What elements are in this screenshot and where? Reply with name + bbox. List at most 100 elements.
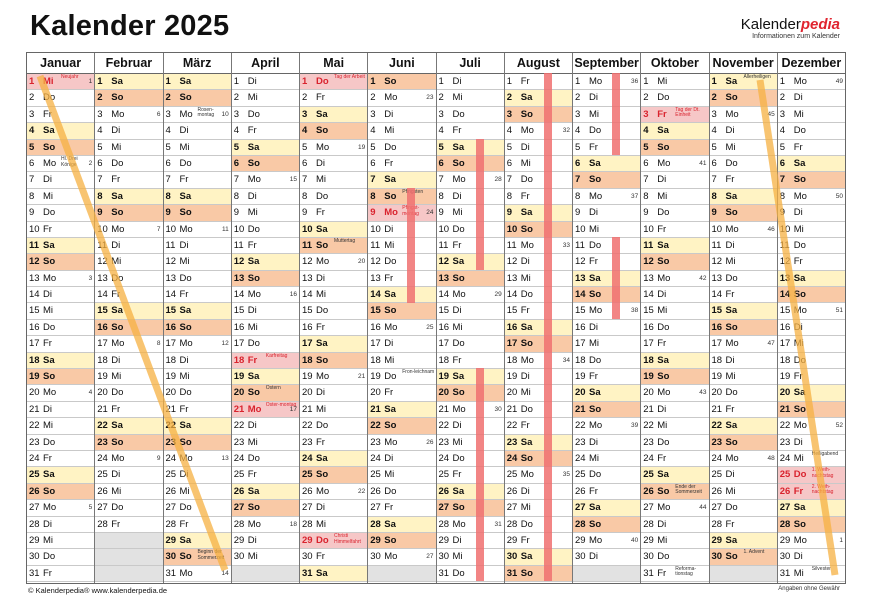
day-cell[interactable]: 14 Do [504,287,572,304]
day-cell[interactable]: 23 Fr [300,435,368,451]
day-cell[interactable]: 12 So [27,254,95,271]
day-cell[interactable]: 24 Mi Heiligabend [777,451,845,468]
day-cell[interactable]: 12 Mi [95,254,163,271]
day-cell[interactable]: 3 Mo 6 [95,107,163,124]
day-cell[interactable]: 22 Di [436,418,504,435]
day-cell[interactable]: 6 So [231,155,299,173]
day-cell[interactable]: 28 Mi [300,517,368,533]
day-cell[interactable]: 28 Fr [709,517,777,533]
day-cell[interactable]: 2 Mi [436,90,504,107]
day-cell[interactable]: 14 Di [641,287,709,304]
day-cell[interactable]: 28 Di [641,517,709,533]
day-cell[interactable]: 21 Di [27,402,95,419]
day-cell[interactable]: 1 So [368,74,436,91]
day-cell[interactable]: 2 So [95,90,163,107]
day-cell[interactable]: 30 Di [777,549,845,566]
day-cell[interactable]: 26 Fr [573,484,641,501]
day-cell[interactable]: 23 Di [573,435,641,451]
day-cell[interactable]: 16 Do [641,320,709,337]
day-cell[interactable]: 19 Di [504,369,572,386]
day-cell[interactable]: 4 Fr [436,123,504,140]
day-cell[interactable]: 9 Fr [300,205,368,222]
day-cell[interactable]: 30 Mi [231,549,299,566]
day-cell[interactable]: 6 Sa [573,155,641,173]
day-cell[interactable]: 26 Sa [436,483,504,501]
day-cell[interactable]: 6 Do [709,156,777,173]
day-cell[interactable]: 20 Do [709,385,777,402]
day-cell[interactable]: 26 Sa [231,483,299,501]
day-cell[interactable]: 25 Di [709,467,777,484]
day-cell[interactable]: 12 Sa [436,254,504,271]
day-cell[interactable]: 27 So [231,500,299,517]
day-cell[interactable]: 19 Do Fron-leichnam [368,369,436,386]
day-cell[interactable]: 30 So 1. Advent [709,549,777,566]
day-cell[interactable]: 21 Mo 30 [436,402,504,419]
day-cell[interactable]: 25 Sa [27,467,95,484]
day-cell[interactable]: 9 So [163,205,231,222]
day-cell[interactable]: 13 Do [95,271,163,288]
day-cell[interactable]: 25 Mo 35 [504,467,572,484]
day-cell[interactable]: 22 Mi [27,418,95,435]
day-cell[interactable]: 17 Fr [641,336,709,353]
day-cell[interactable]: 19 Mi [95,369,163,386]
day-cell[interactable]: 20 Sa [573,385,641,402]
day-cell[interactable]: 23 Mi [231,435,299,451]
day-cell[interactable]: 9MoPfingst-montag24 [368,205,436,222]
day-cell[interactable]: 3 Mi [777,107,845,124]
day-cell[interactable]: 1 Di [231,74,299,91]
day-cell[interactable]: 28 Fr [95,517,163,533]
day-cell[interactable]: 29 Do Christi Himmelfahrt [300,532,368,550]
day-cell[interactable]: 16 So [95,319,163,337]
day-cell[interactable]: 22 Mi [641,418,709,435]
day-cell[interactable]: 24 Fr [27,451,95,468]
day-cell[interactable]: 19 Sa [436,369,504,386]
day-cell[interactable]: 13 So [436,270,504,288]
day-cell[interactable]: 17 Sa [300,336,368,353]
day-cell[interactable]: 10 Sa [300,221,368,238]
day-cell[interactable]: 16 Di [573,320,641,337]
day-cell[interactable]: 5 Mi [709,140,777,156]
day-cell[interactable]: 17 Mi [777,336,845,353]
day-cell[interactable]: 10 Mo 46 [709,222,777,238]
day-cell[interactable]: 23 Do [641,435,709,451]
day-cell[interactable]: 2 Mi [231,90,299,107]
day-cell[interactable]: 5 Sa [231,139,299,156]
day-cell[interactable]: 8 Fr [504,189,572,206]
day-cell[interactable]: 2 So [709,90,777,107]
day-cell[interactable]: 11 Di [709,238,777,255]
day-cell[interactable]: 31 Fr [27,566,95,583]
day-cell[interactable]: 9 Di [777,205,845,222]
day-cell[interactable]: 18 Di [709,353,777,370]
day-cell[interactable]: 24 Do [231,451,299,468]
day-cell[interactable]: 5 Sa [436,139,504,156]
day-cell[interactable]: 12 Fr [573,254,641,271]
day-cell[interactable]: 14 So [777,287,845,304]
day-cell[interactable]: 21 Fr [95,402,163,419]
day-cell[interactable]: 2 Fr [300,90,368,107]
day-cell[interactable]: 3 Fr Tag der Dt. Einheit [641,106,709,124]
day-cell[interactable]: 14 Fr [163,287,231,304]
day-cell[interactable]: 4 Di [709,123,777,140]
day-cell[interactable]: 26 Mi [163,484,231,501]
day-cell[interactable]: 7 Di [27,172,95,189]
day-cell[interactable]: 3 Do [436,107,504,124]
day-cell[interactable]: 11 Mi [368,238,436,255]
day-cell[interactable]: 30 Mo 27 [368,549,436,566]
day-cell[interactable]: 8 Di [231,189,299,206]
day-cell[interactable]: 23 Do [27,435,95,451]
day-cell[interactable]: 10 Mi [777,222,845,238]
day-cell[interactable]: 31 Mi Silvester [777,566,845,583]
day-cell[interactable]: 1 Mo 36 [573,74,641,91]
day-cell[interactable]: 21 Mi [300,402,368,419]
day-cell[interactable]: 4 Fr [231,123,299,140]
day-cell[interactable]: 6 So [436,155,504,173]
day-cell[interactable]: 1 Di [436,74,504,91]
day-cell[interactable]: 17 Do [231,336,299,353]
day-cell[interactable]: 1 Mi [641,74,709,91]
day-cell[interactable]: 16 Di [777,320,845,337]
day-cell[interactable]: 15 Do [300,303,368,320]
day-cell[interactable]: 17 So [504,336,572,353]
day-cell[interactable]: 7 Fr [95,172,163,189]
day-cell[interactable]: 22 Di [231,418,299,435]
day-cell[interactable]: 12 Do [368,254,436,271]
